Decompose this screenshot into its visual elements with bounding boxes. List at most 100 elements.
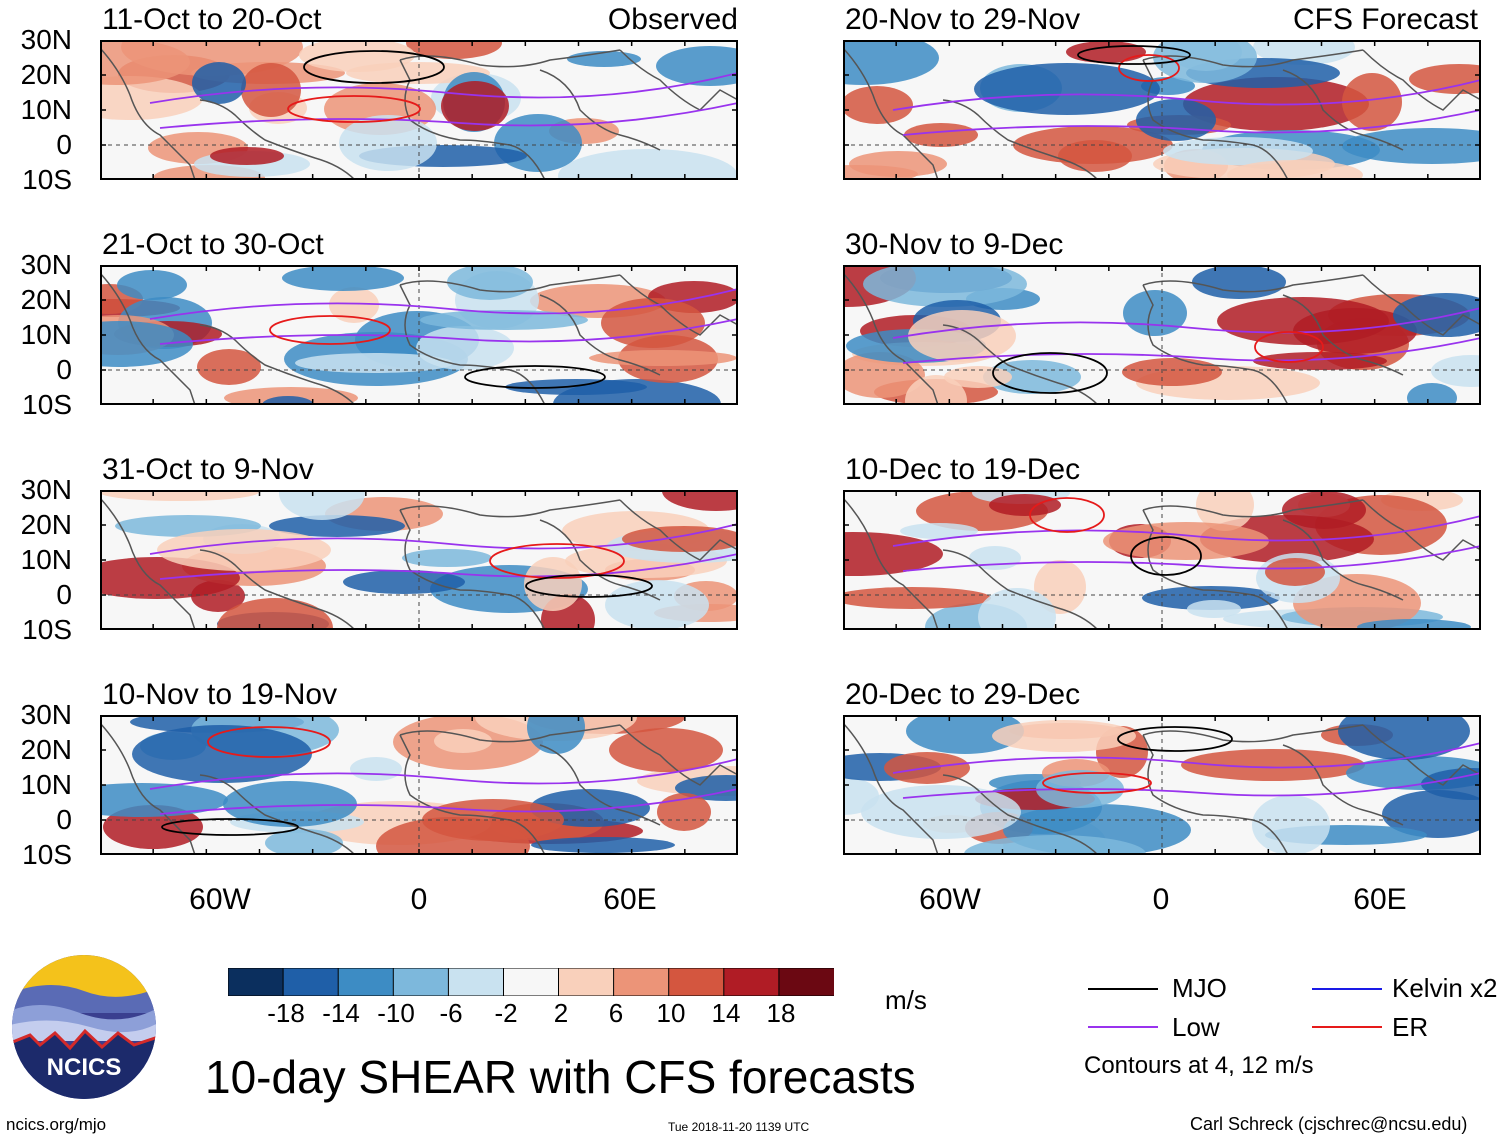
- er-contour: [1254, 331, 1324, 363]
- shear-anomaly-shade: [1431, 355, 1481, 387]
- low-contour: [892, 307, 1481, 339]
- colorbar-label: -14: [322, 998, 360, 1028]
- coastline: [399, 284, 546, 405]
- shear-anomaly-shade: [132, 725, 312, 783]
- shear-anomaly-shade: [157, 529, 331, 571]
- colorbar-label: -10: [377, 998, 415, 1028]
- y-tick-label: 20N: [20, 509, 72, 540]
- coastline: [100, 47, 196, 180]
- y-tick-label: 10N: [20, 769, 72, 800]
- shear-anomaly-shade: [1123, 290, 1187, 336]
- main-title: 10-day SHEAR with CFS forecasts: [205, 1051, 916, 1103]
- legend-line-kelvin: [1312, 988, 1382, 990]
- shear-anomaly-shade: [964, 835, 1146, 855]
- panel-title-5: 31-Oct to 9-Nov: [102, 453, 314, 486]
- legend-label-low: Low: [1172, 1012, 1220, 1042]
- shear-anomaly-shade: [1122, 358, 1222, 386]
- colorbar-label: -6: [439, 998, 463, 1028]
- shear-anomaly-shade: [192, 62, 246, 104]
- panel-title-6: 10-Dec to 19-Dec: [845, 453, 1081, 486]
- x-tick-label-right-0: 0: [1152, 883, 1170, 916]
- shear-anomaly-shade: [992, 720, 1136, 752]
- panel-label-observed: Observed: [607, 3, 738, 36]
- shear-anomaly-shade: [906, 715, 1024, 754]
- panel-title-3: 21-Oct to 30-Oct: [102, 228, 324, 261]
- shear-anomaly-shade: [1338, 715, 1470, 760]
- footer-credit: Carl Schreck (cjschrec@ncsu.edu): [1190, 1114, 1468, 1134]
- shear-anomaly-shade: [117, 270, 187, 300]
- coastline: [1142, 509, 1289, 630]
- legend-label-kelvin: Kelvin x2: [1392, 973, 1498, 1003]
- coastline: [619, 49, 738, 111]
- coastline: [1362, 274, 1481, 336]
- colorbar-label: 10: [656, 998, 686, 1028]
- y-tick-label: 20N: [20, 734, 72, 765]
- shear-anomaly-shade: [622, 526, 738, 552]
- x-tick-label-left-60w: 60W: [189, 883, 251, 916]
- shear-anomaly-shade: [1196, 490, 1254, 531]
- coastline: [1142, 274, 1364, 293]
- shear-anomaly-shade: [295, 353, 453, 373]
- panel-title-4: 30-Nov to 9-Dec: [845, 228, 1064, 261]
- colorbar-swatch: [503, 968, 560, 996]
- shear-anomaly-shade: [406, 40, 502, 59]
- x-tick-label-left-60e: 60E: [603, 883, 657, 916]
- mjo-contour: [1130, 536, 1202, 576]
- shear-anomaly-shade: [861, 785, 1021, 839]
- shear-anomaly-shade: [1066, 41, 1146, 63]
- er-contour: [1029, 497, 1105, 533]
- coastline: [399, 274, 621, 293]
- low-contour: [149, 758, 738, 790]
- colorbar-swatch: [558, 968, 615, 996]
- coastline: [539, 519, 661, 601]
- shear-anomaly-shade: [656, 46, 738, 86]
- shear-anomaly-shade: [100, 783, 228, 817]
- low-contour: [149, 72, 738, 104]
- y-tick-label: 10N: [20, 94, 72, 125]
- shear-anomaly-shade: [524, 557, 582, 611]
- shear-anomaly-shade: [1058, 140, 1132, 172]
- shear-anomaly-shade: [1409, 64, 1481, 94]
- shear-anomaly-shade: [843, 86, 913, 124]
- x-tick-label-right-60e: 60E: [1353, 883, 1407, 916]
- y-tick-label: 10S: [22, 389, 72, 420]
- shear-anomaly-shade: [299, 40, 415, 72]
- shear-anomaly-shade: [904, 123, 978, 147]
- colorbar-swatch: [723, 968, 780, 996]
- footer-website: ncics.org/mjo: [6, 1115, 107, 1134]
- colorbar-label: 18: [766, 998, 796, 1028]
- shear-anomaly-shade: [282, 265, 404, 291]
- shear-map-panel-5: [100, 490, 738, 630]
- mjo-contour: [992, 352, 1108, 394]
- shear-anomaly-shade: [434, 729, 492, 753]
- y-tick-label: 0: [56, 129, 72, 160]
- colorbar-swatch: [668, 968, 725, 996]
- shear-map-panel-8: [843, 715, 1481, 855]
- colorbar-swatch: [228, 968, 285, 996]
- er-contour: [207, 726, 331, 758]
- shear-anomaly-shade: [974, 63, 1160, 115]
- mjo-contour: [464, 365, 606, 389]
- coastline: [399, 509, 546, 630]
- shear-anomaly-shade: [402, 549, 492, 567]
- low-contour: [159, 102, 738, 129]
- coastline: [399, 499, 621, 518]
- coastline: [1282, 69, 1404, 151]
- legend-line-er: [1312, 1026, 1382, 1028]
- shear-anomaly-shade: [589, 350, 737, 366]
- mjo-contour: [1077, 45, 1191, 65]
- shear-anomaly-shade: [1136, 99, 1216, 141]
- shear-anomaly-shade: [210, 147, 284, 165]
- shear-map-panel-6: [843, 490, 1481, 630]
- coastline: [1142, 59, 1289, 180]
- low-contour: [892, 515, 1481, 547]
- panel-title-1: 11-Oct to 20-Oct: [102, 3, 322, 36]
- mjo-contour: [303, 50, 445, 84]
- panel-title-8: 20-Dec to 29-Dec: [845, 678, 1081, 711]
- shear-anomaly-shade: [1153, 40, 1257, 83]
- colorbar-swatch: [613, 968, 670, 996]
- panel-label-cfs-forecast: CFS Forecast: [1292, 3, 1478, 36]
- shear-anomaly-shade: [329, 287, 379, 323]
- low-contour: [892, 742, 1481, 774]
- er-contour: [489, 543, 625, 579]
